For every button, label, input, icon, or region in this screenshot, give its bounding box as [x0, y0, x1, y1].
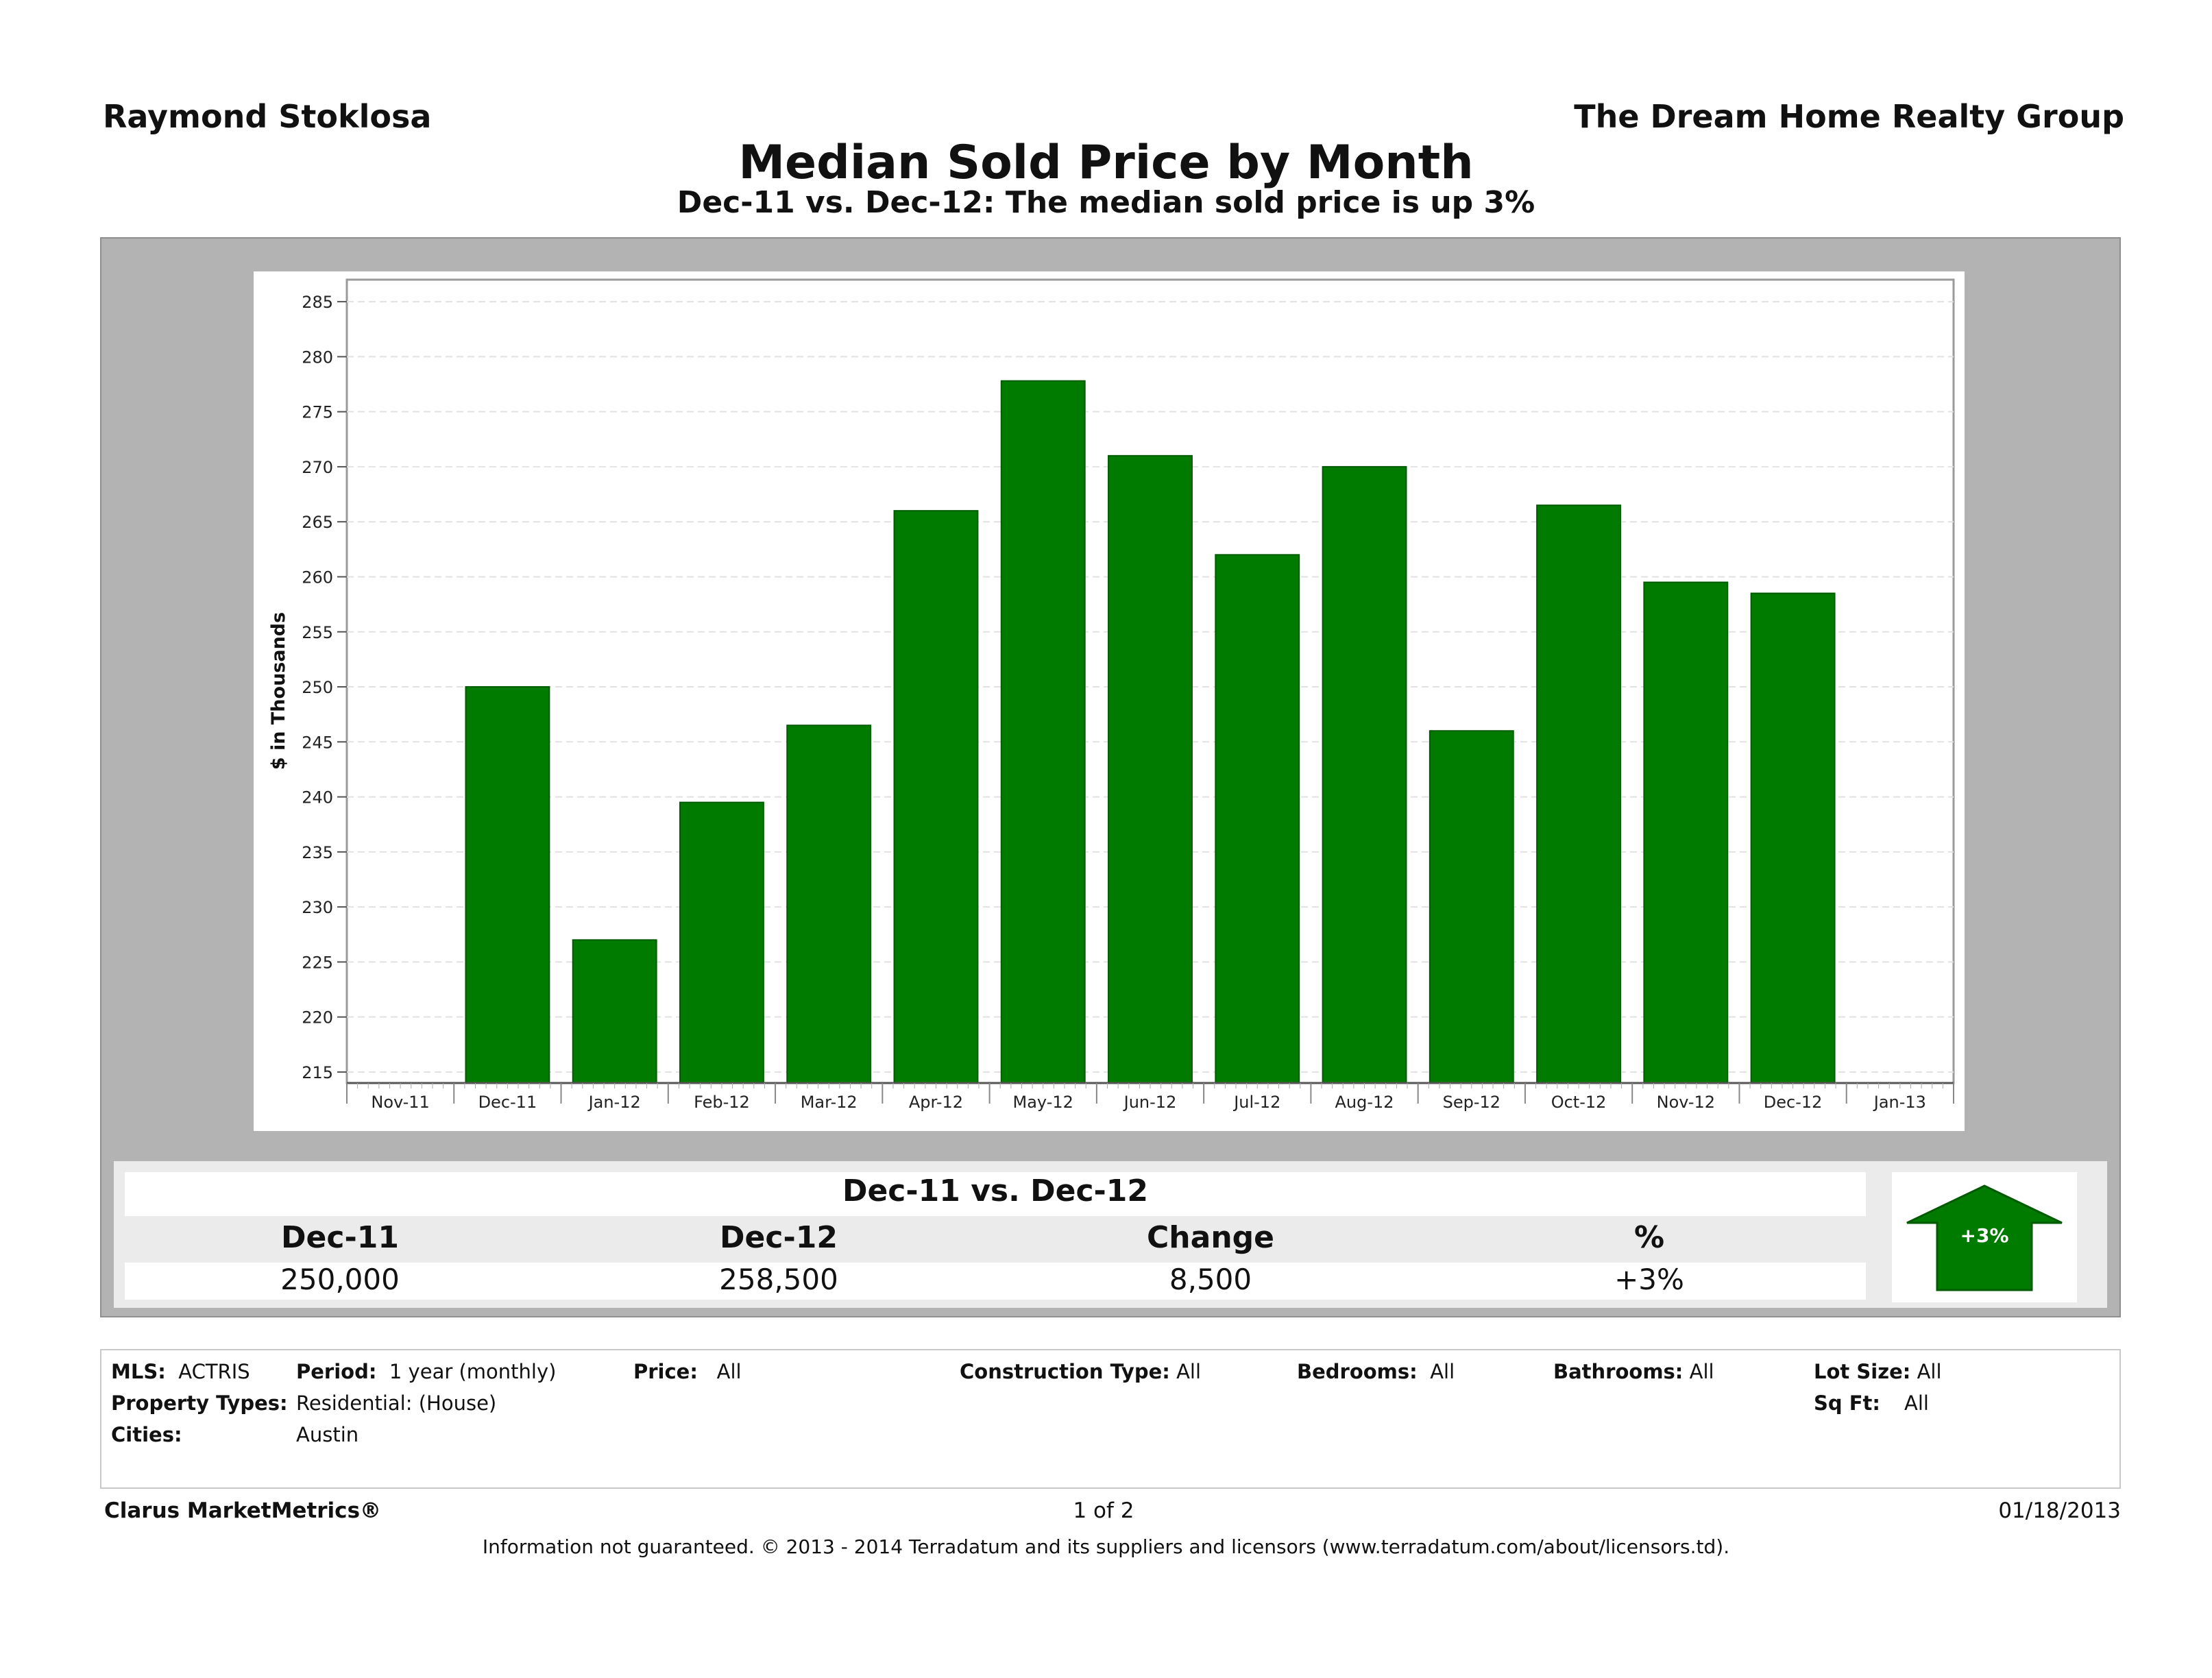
bar-may-12 [1000, 380, 1086, 1084]
x-tick-label: Mar-12 [801, 1093, 858, 1112]
y-tick-label: 230 [302, 898, 333, 917]
x-tick-label: Jun-12 [1123, 1093, 1177, 1112]
lot-size-value: All [1917, 1360, 1942, 1383]
x-tick-label: Nov-12 [1657, 1093, 1715, 1112]
bathrooms-value: All [1689, 1360, 1714, 1383]
bar-chart: 215 220 225 230 235 240 245 250 255 260 265 270 275 2… [254, 271, 1965, 1131]
bedrooms-value: All [1430, 1360, 1455, 1383]
period-label: Period: [296, 1360, 377, 1383]
bedrooms-label: Bedrooms: [1297, 1360, 1418, 1383]
summary-title: Dec-11 vs. Dec-12 [842, 1174, 1149, 1208]
y-tick-label: 220 [302, 1008, 333, 1028]
summary-value-change: 8,500 [1169, 1263, 1252, 1296]
up-arrow-icon [1906, 1184, 2063, 1291]
bar-sep-12 [1429, 730, 1514, 1084]
x-tick-label: Jan-12 [587, 1093, 641, 1112]
x-tick-label: Dec-12 [1764, 1093, 1823, 1112]
bar-dec-11 [465, 686, 550, 1084]
agent-name: Raymond Stoklosa [103, 98, 432, 135]
y-tick-label: 235 [302, 843, 333, 862]
arrow-box: +3% [1892, 1172, 2077, 1302]
sq-ft-label: Sq Ft: [1814, 1391, 1881, 1415]
mls-value: ACTRIS [178, 1360, 250, 1383]
price-label: Price: [633, 1360, 698, 1383]
footer-page-number: 1 of 2 [1073, 1498, 1134, 1523]
property-types-value: Residential: (House) [296, 1391, 497, 1415]
footer-disclaimer: Information not guaranteed. © 2013 - 201… [482, 1535, 1730, 1558]
y-tick-label: 225 [302, 953, 333, 972]
y-tick-label: 245 [302, 733, 333, 752]
bar-mar-12 [786, 725, 872, 1084]
bar-nov-12 [1643, 581, 1729, 1084]
property-types-label: Property Types: [111, 1391, 288, 1415]
summary-header-dec12: Dec-12 [720, 1220, 838, 1255]
price-value: All [716, 1360, 742, 1383]
y-axis-label: $ in Thousands [268, 612, 289, 770]
footer-date: 01/18/2013 [1998, 1498, 2121, 1523]
bar-apr-12 [893, 510, 979, 1084]
summary-value-dec12: 258,500 [719, 1263, 838, 1296]
bathrooms-label: Bathrooms: [1553, 1360, 1684, 1383]
x-tick-label: May-12 [1013, 1093, 1073, 1112]
bar-dec-12 [1750, 592, 1836, 1084]
mls-label: MLS: [111, 1360, 166, 1383]
y-tick-label: 285 [302, 293, 333, 312]
summary-panel: Dec-11 vs. Dec-12 Dec-11 Dec-12 Change %… [114, 1161, 2107, 1308]
summary-value-dec11: 250,000 [280, 1263, 400, 1296]
summary-title-bar [125, 1172, 1866, 1216]
search-criteria-panel: MLS: ACTRIS Period: 1 year (monthly) Pri… [100, 1349, 2121, 1489]
x-tick-label: Oct-12 [1551, 1093, 1607, 1112]
construction-type-label: Construction Type: [960, 1360, 1170, 1383]
x-tick-label: Sep-12 [1443, 1093, 1500, 1112]
arrow-label: +3% [1960, 1224, 2009, 1247]
y-tick-label: 255 [302, 623, 333, 642]
y-tick-label: 215 [302, 1063, 333, 1082]
x-tick-label: Dec-11 [478, 1093, 537, 1112]
footer-brand: Clarus MarketMetrics® [104, 1498, 382, 1523]
x-tick-label: Feb-12 [694, 1093, 750, 1112]
bar-oct-12 [1536, 504, 1622, 1084]
sq-ft-value: All [1904, 1391, 1929, 1415]
chart-title: Median Sold Price by Month [738, 136, 1474, 190]
y-tick-label: 280 [302, 348, 333, 367]
x-tick-label: Nov-11 [371, 1093, 429, 1112]
x-tick-label: Apr-12 [909, 1093, 963, 1112]
summary-values-bar [125, 1263, 1866, 1300]
construction-type-value: All [1176, 1360, 1202, 1383]
bar-aug-12 [1322, 465, 1407, 1084]
y-tick-label: 265 [302, 513, 333, 532]
bar-jun-12 [1108, 454, 1193, 1084]
x-tick-label: Jan-13 [1873, 1093, 1926, 1112]
x-tick-label: Jul-12 [1232, 1093, 1280, 1112]
summary-header-dec11: Dec-11 [281, 1220, 399, 1255]
x-tick-label: Aug-12 [1335, 1093, 1394, 1112]
cities-value: Austin [296, 1423, 359, 1446]
chart-subtitle: Dec-11 vs. Dec-12: The median sold price… [677, 185, 1535, 220]
cities-label: Cities: [111, 1423, 182, 1446]
y-tick-label: 250 [302, 678, 333, 697]
summary-value-percent: +3% [1614, 1263, 1684, 1296]
bar-jul-12 [1215, 554, 1300, 1084]
company-name: The Dream Home Realty Group [1574, 98, 2124, 135]
summary-header-percent: % [1633, 1220, 1665, 1255]
bar-jan-12 [572, 939, 657, 1084]
summary-header-change: Change [1147, 1220, 1274, 1255]
y-tick-label: 275 [302, 403, 333, 422]
bar-feb-12 [679, 801, 764, 1084]
period-value: 1 year (monthly) [389, 1360, 557, 1383]
lot-size-label: Lot Size: [1814, 1360, 1911, 1383]
y-tick-label: 270 [302, 458, 333, 477]
y-tick-label: 240 [302, 788, 333, 807]
y-tick-label: 260 [302, 568, 333, 587]
